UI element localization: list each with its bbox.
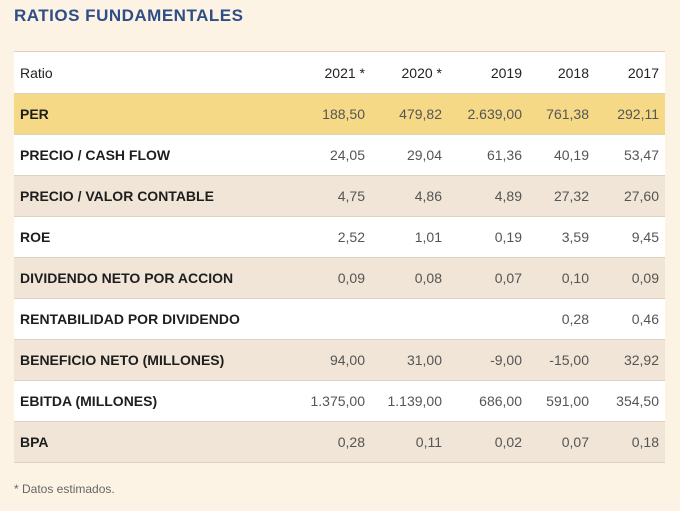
table-row-ebitda: EBITDA (MILLONES) 1.375,00 1.139,00 686,… xyxy=(14,380,665,422)
cell-value: 53,47 xyxy=(595,134,665,176)
column-header-ratio: Ratio xyxy=(14,51,296,94)
cell-value: 0,09 xyxy=(296,257,371,299)
cell-value: 1.139,00 xyxy=(371,380,448,422)
cell-value: 2.639,00 xyxy=(448,93,528,135)
cell-value: 761,38 xyxy=(528,93,595,135)
row-label: PRECIO / CASH FLOW xyxy=(14,134,296,176)
cell-value: 4,86 xyxy=(371,175,448,217)
cell-value: 24,05 xyxy=(296,134,371,176)
section-title: RATIOS FUNDAMENTALES xyxy=(14,6,244,25)
cell-value: 2,52 xyxy=(296,216,371,258)
cell-value: 9,45 xyxy=(595,216,665,258)
cell-value: 0,07 xyxy=(528,421,595,463)
cell-value: 27,32 xyxy=(528,175,595,217)
column-header-2018: 2018 xyxy=(528,51,595,94)
row-label: PER xyxy=(14,93,296,135)
cell-value: 0,18 xyxy=(595,421,665,463)
row-label: BENEFICIO NETO (MILLONES) xyxy=(14,339,296,381)
cell-value xyxy=(371,298,448,340)
footnote: * Datos estimados. xyxy=(14,482,115,496)
row-label: ROE xyxy=(14,216,296,258)
row-label: EBITDA (MILLONES) xyxy=(14,380,296,422)
row-label: BPA xyxy=(14,421,296,463)
cell-value: 4,89 xyxy=(448,175,528,217)
cell-value: 591,00 xyxy=(528,380,595,422)
cell-value: 1,01 xyxy=(371,216,448,258)
cell-value: 0,46 xyxy=(595,298,665,340)
cell-value: 0,11 xyxy=(371,421,448,463)
cell-value: 32,92 xyxy=(595,339,665,381)
table-row-precio-cash-flow: PRECIO / CASH FLOW 24,05 29,04 61,36 40,… xyxy=(14,134,665,176)
column-header-2019: 2019 xyxy=(448,51,528,94)
cell-value: -15,00 xyxy=(528,339,595,381)
cell-value: 4,75 xyxy=(296,175,371,217)
cell-value: 0,09 xyxy=(595,257,665,299)
column-header-2020: 2020 * xyxy=(371,51,448,94)
table-row-beneficio-neto: BENEFICIO NETO (MILLONES) 94,00 31,00 -9… xyxy=(14,339,665,381)
cell-value: 31,00 xyxy=(371,339,448,381)
cell-value: 188,50 xyxy=(296,93,371,135)
ratios-table: Ratio 2021 * 2020 * 2019 2018 2017 PER 1… xyxy=(14,51,665,463)
table-row-precio-valor-contable: PRECIO / VALOR CONTABLE 4,75 4,86 4,89 2… xyxy=(14,175,665,217)
cell-value xyxy=(448,298,528,340)
cell-value: 686,00 xyxy=(448,380,528,422)
cell-value: 292,11 xyxy=(595,93,665,135)
table-row-bpa: BPA 0,28 0,11 0,02 0,07 0,18 xyxy=(14,421,665,463)
row-label: PRECIO / VALOR CONTABLE xyxy=(14,175,296,217)
cell-value: 0,19 xyxy=(448,216,528,258)
cell-value: 0,08 xyxy=(371,257,448,299)
table-row-rentabilidad-dividendo: RENTABILIDAD POR DIVIDENDO 0,28 0,46 xyxy=(14,298,665,340)
cell-value: 40,19 xyxy=(528,134,595,176)
column-header-2017: 2017 xyxy=(595,51,665,94)
column-header-2021: 2021 * xyxy=(296,51,371,94)
table-row-dividendo-neto: DIVIDENDO NETO POR ACCION 0,09 0,08 0,07… xyxy=(14,257,665,299)
cell-value: 1.375,00 xyxy=(296,380,371,422)
cell-value: 0,10 xyxy=(528,257,595,299)
cell-value: 0,07 xyxy=(448,257,528,299)
cell-value: 29,04 xyxy=(371,134,448,176)
row-label: RENTABILIDAD POR DIVIDENDO xyxy=(14,298,296,340)
cell-value: 0,02 xyxy=(448,421,528,463)
table-row-per: PER 188,50 479,82 2.639,00 761,38 292,11 xyxy=(14,93,665,135)
row-label: DIVIDENDO NETO POR ACCION xyxy=(14,257,296,299)
cell-value: 479,82 xyxy=(371,93,448,135)
cell-value xyxy=(296,298,371,340)
cell-value: 27,60 xyxy=(595,175,665,217)
table-header-row: Ratio 2021 * 2020 * 2019 2018 2017 xyxy=(14,51,665,94)
cell-value: -9,00 xyxy=(448,339,528,381)
cell-value: 0,28 xyxy=(296,421,371,463)
cell-value: 61,36 xyxy=(448,134,528,176)
cell-value: 94,00 xyxy=(296,339,371,381)
cell-value: 3,59 xyxy=(528,216,595,258)
cell-value: 354,50 xyxy=(595,380,665,422)
cell-value: 0,28 xyxy=(528,298,595,340)
table-row-roe: ROE 2,52 1,01 0,19 3,59 9,45 xyxy=(14,216,665,258)
